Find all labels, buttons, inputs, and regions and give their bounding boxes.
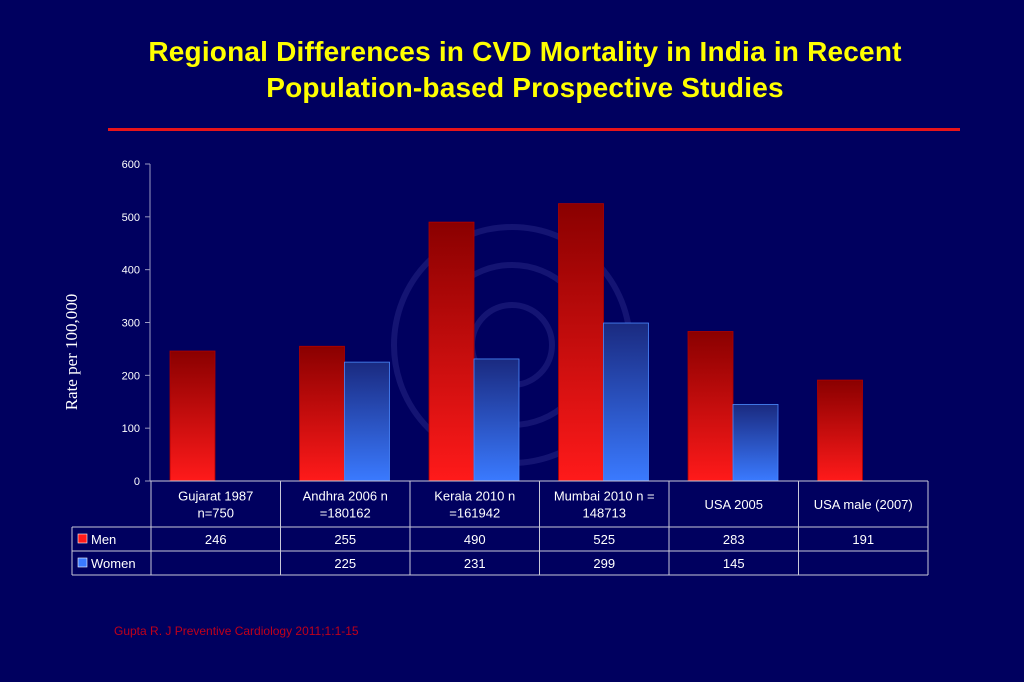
bar-men (558, 203, 604, 482)
table-value: 145 (723, 556, 745, 571)
source-footnote: Gupta R. J Preventive Cardiology 2011;1:… (114, 624, 359, 638)
title-divider (108, 128, 960, 131)
category-label: Kerala 2010 n (434, 489, 515, 504)
legend-label-men: Men (91, 532, 116, 547)
bar-women (732, 403, 779, 482)
y-tick-label: 100 (122, 423, 140, 435)
table-value: 255 (334, 532, 356, 547)
category-label: n=750 (197, 506, 234, 521)
table-value: 246 (205, 532, 227, 547)
category-label: =161942 (449, 506, 500, 521)
title-line-1: Regional Differences in CVD Mortality in… (148, 36, 902, 67)
bar-men (169, 350, 216, 482)
bar-men (299, 345, 345, 482)
category-label: Gujarat 1987 (178, 489, 253, 504)
slide-title: Regional Differences in CVD Mortality in… (40, 34, 1010, 106)
table-value: 525 (593, 532, 615, 547)
table-value: 490 (464, 532, 486, 547)
category-label: 148713 (583, 506, 626, 521)
y-tick-label: 500 (122, 212, 140, 224)
category-label: USA 2005 (704, 497, 763, 512)
legend-swatch-men (77, 533, 88, 544)
category-label: Andhra 2006 n (303, 489, 388, 504)
bar-women (344, 361, 390, 482)
bar-women (473, 358, 520, 482)
table-value: 283 (723, 532, 745, 547)
legend-label-women: Women (91, 556, 136, 571)
table-value: 225 (334, 556, 356, 571)
y-tick-label: 200 (122, 370, 140, 382)
bar-women (603, 322, 649, 482)
bar-men (428, 221, 475, 482)
category-label: =180162 (320, 506, 371, 521)
category-label: Mumbai 2010 n = (554, 489, 655, 504)
y-tick-label: 600 (122, 159, 140, 171)
bar-men (687, 331, 734, 482)
legend-swatch-women (77, 557, 88, 568)
title-line-2: Population-based Prospective Studies (266, 72, 784, 103)
y-tick-label: 400 (122, 265, 140, 277)
table-value: 191 (852, 532, 874, 547)
y-tick-label: 0 (134, 476, 140, 488)
y-tick-label: 300 (122, 318, 140, 330)
table-value: 299 (593, 556, 615, 571)
bar-men (817, 379, 863, 482)
category-label: USA male (2007) (814, 497, 913, 512)
table-value: 231 (464, 556, 486, 571)
